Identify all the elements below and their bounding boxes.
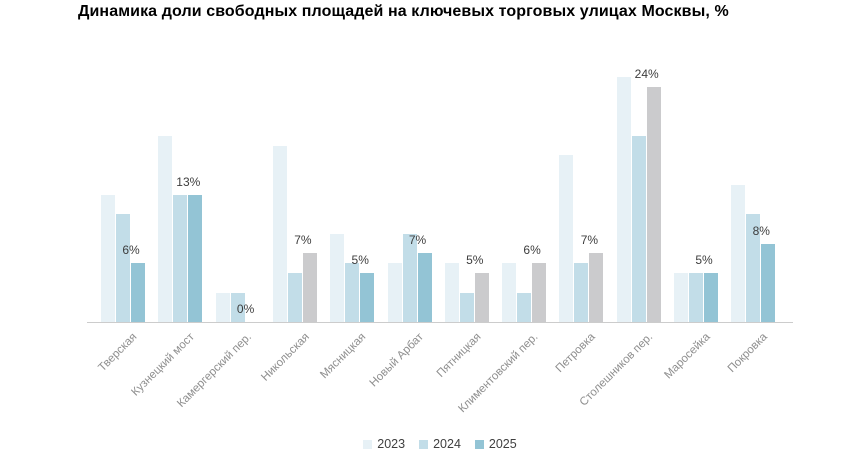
bar-2025-2 — [188, 194, 203, 322]
chart-title: Динамика доли свободных площадей на ключ… — [78, 3, 729, 20]
bar-2023-6 — [387, 263, 402, 322]
bar-2025-4 — [302, 253, 317, 322]
bar-2024-8 — [517, 292, 532, 322]
bar-group-2 — [158, 50, 203, 322]
x-axis-label-6: Новый Арбат — [367, 331, 426, 390]
bar-2023-2 — [158, 135, 173, 322]
legend-item-2024: 2024 — [419, 437, 461, 451]
x-axis-label-9: Петровка — [553, 331, 598, 375]
bar-group-1 — [101, 50, 145, 322]
bar-2024-1 — [116, 214, 130, 322]
legend-label-2025: 2025 — [488, 437, 517, 451]
bar-2024-11 — [689, 273, 703, 322]
bar-2024-2 — [173, 194, 188, 322]
legend-item-2025: 2025 — [474, 437, 517, 451]
bar-2024-4 — [287, 273, 302, 322]
legend-label-2024: 2024 — [433, 437, 461, 451]
value-label-2025-1: 6% — [122, 243, 140, 258]
bar-2025-6 — [417, 253, 432, 322]
value-label-2025-12: 8% — [752, 223, 770, 238]
x-axis-label-5: Мясницкая — [318, 331, 369, 382]
legend-item-2023: 2023 — [363, 437, 405, 451]
bar-group-12 — [731, 50, 776, 322]
bar-2025-12 — [761, 243, 776, 322]
bar-2024-10 — [631, 135, 646, 322]
x-axis-label-7: Пятницкая — [434, 331, 484, 380]
x-axis-label-12: Покровка — [725, 331, 770, 376]
bar-2024-12 — [746, 214, 761, 322]
bar-2025-9 — [589, 253, 604, 322]
bar-2023-3 — [215, 292, 230, 322]
bar-2023-11 — [674, 273, 688, 322]
value-label-2025-7: 5% — [466, 253, 484, 267]
value-label-2025-10: 24% — [634, 66, 659, 81]
bar-group-3 — [215, 50, 260, 322]
bar-2025-1 — [131, 263, 145, 322]
bar-2023-12 — [731, 184, 746, 322]
bar-group-9 — [559, 50, 604, 322]
value-label-2025-2: 13% — [176, 174, 201, 189]
value-label-2025-6: 7% — [408, 233, 427, 248]
bar-group-4 — [272, 50, 317, 322]
bar-2023-1 — [101, 194, 115, 322]
value-label-2025-8: 6% — [523, 243, 541, 258]
value-label-2025-5: 5% — [351, 253, 369, 267]
legend-swatch-2024 — [419, 439, 429, 449]
bar-group-10 — [616, 50, 661, 322]
x-axis-label-11: Маросейка — [662, 331, 713, 382]
value-label-2025-11: 5% — [695, 253, 713, 267]
bar-2023-4 — [272, 145, 287, 322]
bar-2024-6 — [402, 233, 417, 322]
bar-2025-8 — [532, 263, 547, 322]
bar-2024-9 — [574, 263, 589, 322]
bar-2025-7 — [474, 273, 489, 322]
bar-2023-10 — [616, 77, 631, 322]
bar-group-5 — [330, 50, 375, 322]
x-axis-label-1: Тверская — [96, 331, 140, 375]
bar-2024-7 — [459, 292, 474, 322]
legend: 2023 2024 2025 — [87, 437, 793, 451]
bar-group-8 — [502, 50, 547, 322]
bar-2023-7 — [444, 263, 459, 322]
bar-group-11 — [674, 50, 718, 322]
bar-2025-11 — [704, 273, 718, 322]
legend-label-2023: 2023 — [377, 437, 406, 451]
legend-swatch-2025 — [474, 439, 484, 449]
bar-group-6 — [387, 50, 432, 322]
value-label-2025-4: 7% — [294, 233, 312, 248]
plot-area: 6% Тверская 13% Кузнецкий мост 0% Камергерски… — [87, 50, 793, 415]
bar-2024-5 — [345, 263, 360, 322]
bar-2025-10 — [646, 86, 661, 322]
bar-2025-5 — [360, 273, 375, 322]
bar-2023-9 — [559, 155, 574, 322]
bar-group-7 — [444, 50, 489, 322]
x-axis-label-4: Никольская — [258, 331, 312, 384]
legend-swatch-2023 — [363, 439, 373, 449]
bar-2024-3 — [230, 292, 245, 322]
value-label-2025-3: 0% — [236, 302, 255, 316]
bar-2023-5 — [330, 233, 345, 322]
bar-2023-8 — [502, 263, 517, 322]
value-label-2025-9: 7% — [580, 233, 599, 248]
